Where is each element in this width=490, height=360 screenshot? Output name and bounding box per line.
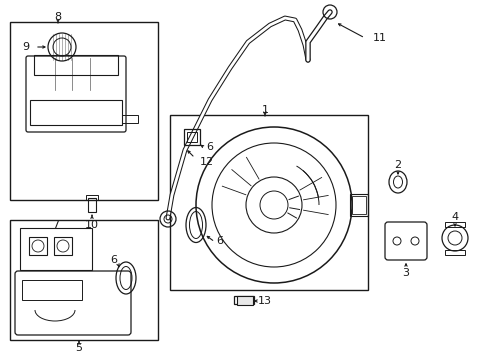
Text: 6: 6 [217,236,223,246]
Bar [352,196,366,214]
Bar [10,22,158,200]
Bar [30,100,122,125]
Text: 3: 3 [402,268,410,278]
Bar [170,115,368,290]
Text: 12: 12 [200,157,214,167]
Bar [20,228,92,270]
Bar [187,132,197,142]
Bar [29,237,47,255]
FancyBboxPatch shape [237,296,253,305]
Text: 5: 5 [75,343,82,353]
Bar [10,220,158,340]
Text: 9: 9 [22,42,29,52]
Text: 1: 1 [262,105,269,115]
Text: 13: 13 [258,296,272,306]
Text: 7: 7 [52,220,60,230]
Bar [54,237,72,255]
Text: 11: 11 [373,33,387,43]
Bar [445,222,465,227]
Bar [34,55,118,75]
Text: 2: 2 [394,160,402,170]
Text: 6: 6 [206,142,214,152]
Bar [445,250,465,255]
Text: 4: 4 [451,212,459,222]
Bar [86,195,98,200]
Bar [22,280,82,300]
Text: 8: 8 [54,12,62,22]
Bar [184,129,200,145]
Bar [122,115,138,123]
Bar [350,194,368,216]
Bar [88,198,96,212]
Text: 6: 6 [111,255,118,265]
Text: 10: 10 [85,220,99,230]
